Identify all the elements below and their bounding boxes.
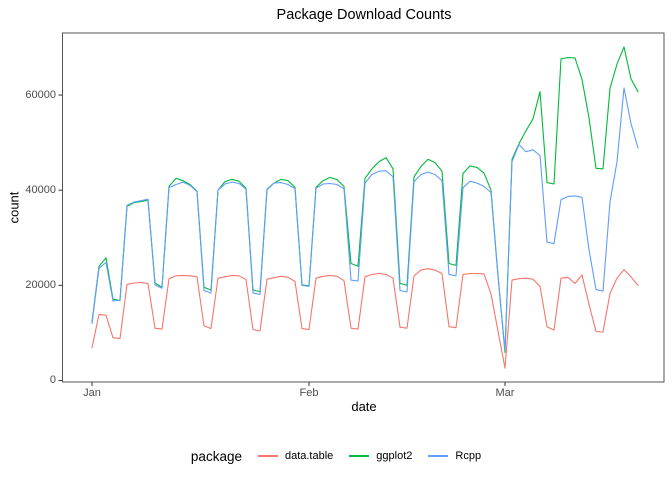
y-tick-label-60000: 60000	[25, 89, 56, 101]
legend-key-line-icon	[257, 455, 278, 457]
panel-border	[62, 32, 665, 383]
x-tick-label-mar: Mar	[495, 387, 515, 399]
legend-label-ggplot2: ggplot2	[376, 450, 413, 462]
y-axis-title: count	[6, 191, 22, 224]
x-tick-label-feb: Feb	[299, 387, 319, 399]
chart-title: Package Download Counts	[276, 7, 452, 23]
line-Rcpp	[91, 87, 639, 352]
legend-label-rcpp: Rcpp	[455, 450, 482, 462]
legend-title: package	[190, 448, 242, 464]
legend-item-data-table: data.table	[257, 450, 334, 462]
legend-item-ggplot2: ggplot2	[349, 450, 412, 462]
y-tick-label-40000: 40000	[25, 184, 56, 196]
legend-key-line-icon	[428, 455, 449, 457]
y-tick-label-20000: 20000	[25, 279, 56, 291]
legend: package data.table ggplot2 Rcpp	[0, 444, 672, 468]
line-ggplot2	[91, 46, 639, 353]
line-data.table	[91, 268, 639, 369]
y-tick-label-0: 0	[49, 374, 56, 386]
legend-key-line-icon	[349, 455, 370, 457]
x-axis-title: date	[351, 399, 377, 414]
legend-item-rcpp: Rcpp	[428, 450, 481, 462]
legend-label-data-table: data.table	[284, 450, 334, 462]
x-tick-label-jan: Jan	[83, 387, 101, 399]
